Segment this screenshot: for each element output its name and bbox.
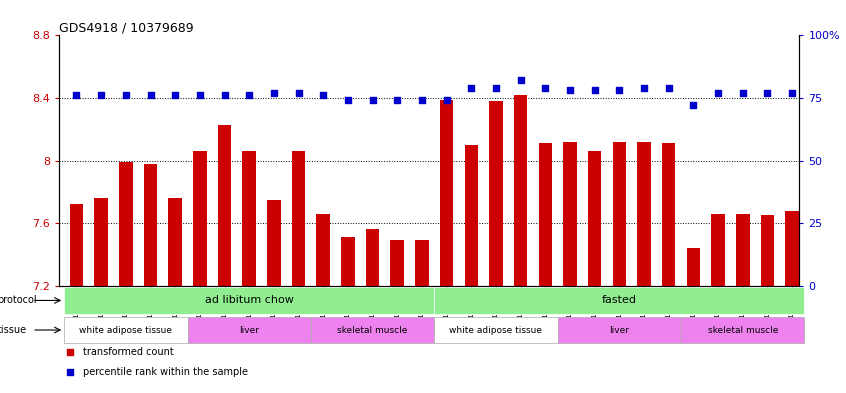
Point bbox=[613, 87, 626, 94]
Bar bbox=[785, 211, 799, 286]
Bar bbox=[243, 151, 256, 286]
Bar bbox=[440, 99, 453, 286]
Text: transformed count: transformed count bbox=[83, 347, 173, 357]
Point bbox=[267, 90, 281, 96]
Bar bbox=[95, 198, 108, 286]
Point bbox=[489, 85, 503, 91]
Point bbox=[243, 92, 256, 99]
Text: skeletal muscle: skeletal muscle bbox=[707, 325, 778, 334]
Bar bbox=[563, 142, 577, 286]
Point bbox=[464, 85, 478, 91]
Bar bbox=[662, 143, 675, 286]
Text: fasted: fasted bbox=[602, 296, 637, 305]
Point bbox=[711, 90, 725, 96]
Point bbox=[316, 92, 330, 99]
Point bbox=[119, 92, 133, 99]
Point bbox=[588, 87, 602, 94]
Text: white adipose tissue: white adipose tissue bbox=[449, 325, 542, 334]
Text: skeletal muscle: skeletal muscle bbox=[338, 325, 408, 334]
Bar bbox=[188, 317, 311, 343]
Bar bbox=[267, 200, 281, 286]
Bar bbox=[69, 204, 83, 286]
Bar bbox=[736, 214, 750, 286]
Point bbox=[168, 92, 182, 99]
Point bbox=[687, 102, 700, 108]
Text: ad libitum chow: ad libitum chow bbox=[205, 296, 294, 305]
Point bbox=[637, 85, 651, 91]
Point bbox=[95, 92, 108, 99]
Point bbox=[391, 97, 404, 104]
Bar bbox=[687, 248, 700, 286]
Point bbox=[514, 77, 527, 84]
Bar bbox=[391, 240, 404, 286]
Point bbox=[662, 85, 675, 91]
Bar bbox=[761, 215, 774, 286]
Point bbox=[193, 92, 206, 99]
Bar bbox=[311, 317, 434, 343]
Bar bbox=[558, 317, 681, 343]
Text: liver: liver bbox=[609, 325, 629, 334]
Bar bbox=[365, 230, 379, 286]
Text: GDS4918 / 10379689: GDS4918 / 10379689 bbox=[59, 21, 194, 34]
Bar bbox=[637, 142, 651, 286]
Bar bbox=[316, 214, 330, 286]
Bar bbox=[464, 145, 478, 286]
Bar bbox=[711, 214, 725, 286]
Bar bbox=[292, 151, 305, 286]
Text: percentile rank within the sample: percentile rank within the sample bbox=[83, 367, 248, 377]
Point bbox=[365, 97, 379, 104]
Point bbox=[539, 85, 552, 91]
Point bbox=[415, 97, 429, 104]
Point bbox=[217, 92, 231, 99]
Bar bbox=[613, 142, 626, 286]
Point bbox=[785, 90, 799, 96]
Point bbox=[144, 92, 157, 99]
Point bbox=[63, 349, 77, 355]
Bar bbox=[539, 143, 552, 286]
Point bbox=[563, 87, 577, 94]
Bar bbox=[514, 95, 527, 286]
Point bbox=[440, 97, 453, 104]
Point bbox=[69, 92, 83, 99]
Bar bbox=[64, 317, 188, 343]
Point bbox=[63, 369, 77, 375]
Bar bbox=[193, 151, 206, 286]
Bar bbox=[64, 287, 434, 314]
Bar bbox=[681, 317, 805, 343]
Point bbox=[736, 90, 750, 96]
Point bbox=[292, 90, 305, 96]
Bar bbox=[168, 198, 182, 286]
Text: liver: liver bbox=[239, 325, 259, 334]
Bar bbox=[119, 162, 133, 286]
Text: tissue: tissue bbox=[0, 325, 27, 335]
Bar bbox=[341, 237, 354, 286]
Bar bbox=[415, 240, 429, 286]
Point bbox=[341, 97, 354, 104]
Point bbox=[761, 90, 774, 96]
Text: protocol: protocol bbox=[0, 296, 37, 305]
Text: white adipose tissue: white adipose tissue bbox=[80, 325, 173, 334]
Bar bbox=[217, 125, 231, 286]
Bar bbox=[434, 287, 805, 314]
Bar bbox=[588, 151, 602, 286]
Bar bbox=[434, 317, 558, 343]
Bar bbox=[489, 101, 503, 286]
Bar bbox=[144, 163, 157, 286]
